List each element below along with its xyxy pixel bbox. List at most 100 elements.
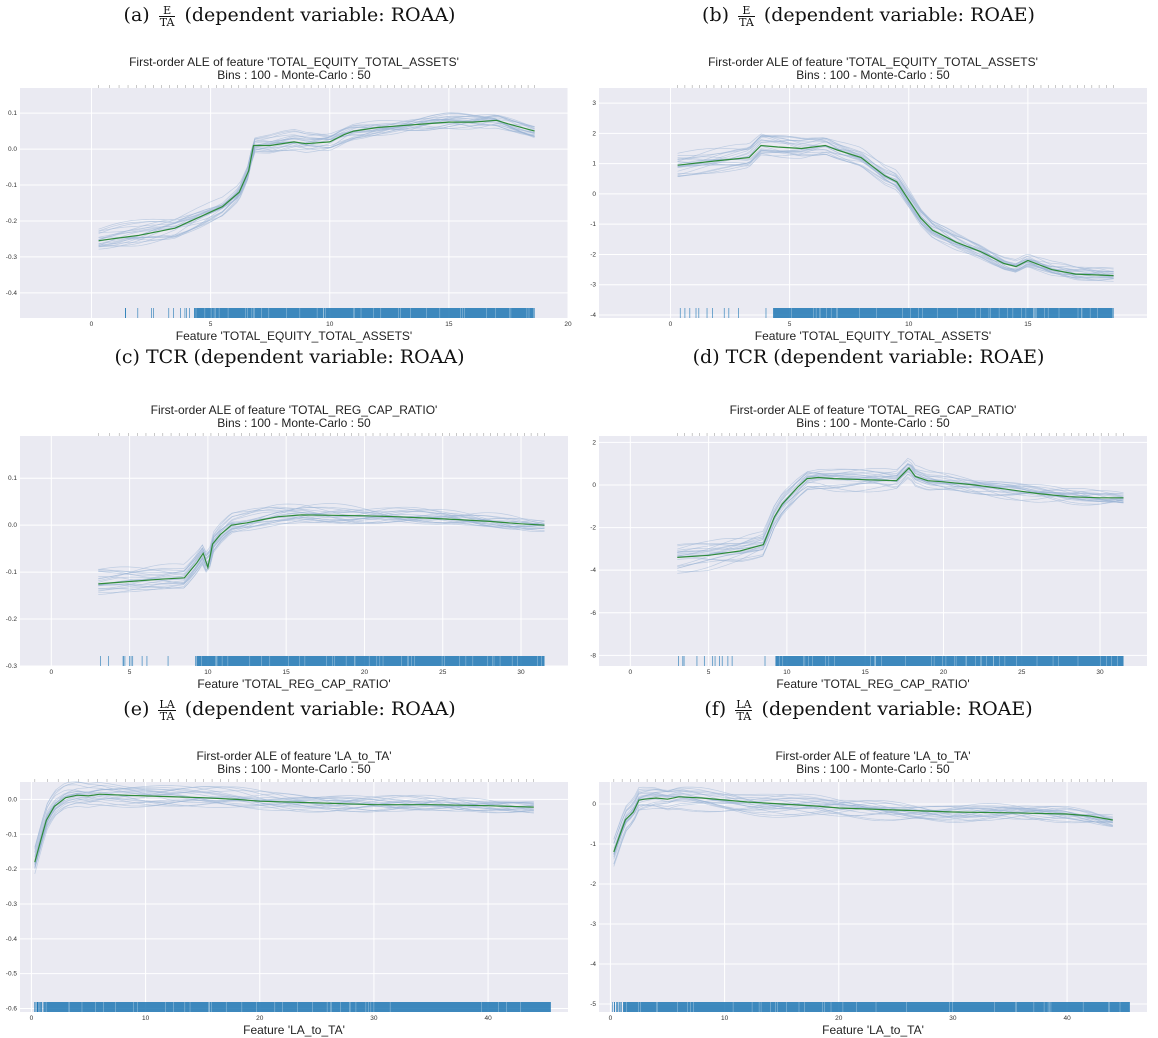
chart-subtitle: Bins : 100 - Monte-Carlo : 50	[796, 68, 950, 82]
y-tick-label: -0.3	[6, 254, 18, 261]
caption-text: (dependent variable: ROAE)	[761, 698, 1033, 720]
monte-carlo-line	[98, 506, 545, 577]
y-tick-label: -0.1	[6, 831, 18, 838]
monte-carlo-line	[677, 145, 1114, 278]
bin-edge-ticks	[98, 85, 535, 88]
x-tick-label: 40	[1063, 1015, 1071, 1022]
y-tick-label: -0.1	[6, 182, 18, 189]
y-tick-label: -8	[590, 652, 596, 659]
monte-carlo-line	[98, 119, 535, 245]
bin-edge-ticks	[34, 779, 534, 782]
x-tick-label: 20	[835, 1015, 843, 1022]
monte-carlo-line	[34, 785, 534, 865]
y-tick-label: -0.3	[6, 663, 18, 670]
ale-mean-line	[34, 793, 534, 863]
monte-carlo-line	[677, 463, 1124, 553]
caption-prefix: (d)	[692, 346, 720, 368]
x-axis-label: Feature 'TOTAL_EQUITY_TOTAL_ASSETS'	[755, 329, 991, 343]
ale-mean-line	[613, 796, 1113, 853]
monte-carlo-line	[613, 798, 1113, 849]
x-axis-label: Feature 'LA_to_TA'	[822, 1023, 924, 1037]
caption-text: TCR (dependent variable: ROAA)	[145, 346, 465, 368]
monte-carlo-lines	[677, 133, 1114, 282]
plot-area	[20, 436, 568, 666]
caption-text: (dependent variable: ROAA)	[184, 4, 456, 26]
monte-carlo-line	[613, 794, 1113, 852]
x-tick-label: 20	[256, 1015, 264, 1022]
chart-panel-d: First-order ALE of feature 'TOTAL_REG_CA…	[579, 400, 1158, 692]
chart-subtitle: Bins : 100 - Monte-Carlo : 50	[796, 416, 950, 430]
x-tick-label: 10	[326, 321, 334, 328]
y-tick-label: -0.4	[6, 936, 18, 943]
chart-panel-e: First-order ALE of feature 'LA_to_TA' Bin…	[0, 746, 579, 1038]
y-tick-label: -2	[590, 881, 596, 888]
x-tick-label: 0	[609, 1015, 613, 1022]
monte-carlo-line	[613, 804, 1113, 856]
chart-title: First-order ALE of feature 'LA_to_TA'	[196, 749, 391, 763]
bin-edge-ticks	[98, 433, 545, 436]
x-tick-label: 0	[90, 321, 94, 328]
x-tick-label: 5	[788, 321, 792, 328]
caption-prefix: (c)	[114, 346, 140, 368]
y-tick-label: -1	[590, 841, 596, 848]
x-axis-label: Feature 'TOTAL_REG_CAP_RATIO'	[776, 677, 969, 691]
caption-text: (dependent variable: ROAE)	[763, 4, 1035, 26]
x-tick-label: 10	[783, 669, 791, 676]
monte-carlo-lines	[34, 781, 534, 874]
y-tick-label: -1	[590, 221, 596, 228]
caption-text: (dependent variable: ROAA)	[184, 698, 456, 720]
monte-carlo-line	[34, 791, 534, 857]
monte-carlo-line	[98, 508, 545, 573]
chart-panel-c: First-order ALE of feature 'TOTAL_REG_CA…	[0, 400, 579, 692]
chart-title: First-order ALE of feature 'TOTAL_REG_CA…	[730, 403, 1017, 417]
y-tick-label: 0.1	[8, 110, 17, 117]
x-tick-label: 25	[1018, 669, 1026, 676]
y-tick-label: 0	[592, 482, 596, 489]
y-tick-label: -0.5	[6, 971, 18, 978]
x-tick-label: 40	[484, 1015, 492, 1022]
monte-carlo-line	[613, 788, 1113, 851]
monte-carlo-line	[613, 787, 1113, 855]
monte-carlo-line	[677, 475, 1124, 562]
chart-title: First-order ALE of feature 'LA_to_TA'	[775, 749, 970, 763]
rug-plot	[678, 656, 1124, 666]
chart-title: First-order ALE of feature 'TOTAL_REG_CA…	[151, 403, 438, 417]
monte-carlo-line	[677, 139, 1114, 273]
y-tick-label: 0.1	[8, 475, 17, 482]
monte-carlo-line	[98, 506, 545, 579]
ale-mean-line	[98, 119, 535, 242]
y-tick-label: -4	[590, 312, 596, 319]
x-tick-label: 5	[707, 669, 711, 676]
monte-carlo-line	[98, 112, 535, 230]
x-tick-label: 15	[445, 321, 453, 328]
monte-carlo-line	[34, 793, 534, 868]
x-axis-label: Feature 'TOTAL_EQUITY_TOTAL_ASSETS'	[176, 329, 412, 343]
monte-carlo-line	[677, 463, 1124, 553]
y-tick-label: -0.6	[6, 1006, 18, 1013]
x-tick-label: 5	[209, 321, 213, 328]
caption-e: (e) LA TA (dependent variable: ROAA)	[0, 698, 579, 722]
x-tick-label: 30	[949, 1015, 957, 1022]
y-tick-label: -0.2	[6, 218, 18, 225]
monte-carlo-line	[98, 123, 535, 246]
ale-mean-line	[677, 144, 1114, 277]
y-tick-label: -2	[590, 525, 596, 532]
monte-carlo-line	[677, 133, 1114, 279]
monte-carlo-line	[613, 789, 1113, 844]
caption-c: (c) TCR (dependent variable: ROAA)	[0, 346, 579, 368]
monte-carlo-lines	[677, 457, 1124, 574]
x-tick-label: 0	[30, 1015, 34, 1022]
monte-carlo-line	[98, 113, 535, 234]
x-tick-label: 0	[50, 669, 54, 676]
monte-carlo-line	[98, 509, 545, 586]
chart-subtitle: Bins : 100 - Monte-Carlo : 50	[217, 416, 371, 430]
chart-subtitle: Bins : 100 - Monte-Carlo : 50	[796, 762, 950, 776]
x-tick-label: 10	[142, 1015, 150, 1022]
monte-carlo-line	[677, 473, 1124, 572]
y-tick-label: 0	[592, 191, 596, 198]
x-tick-label: 15	[283, 669, 291, 676]
caption-d: (d) TCR (dependent variable: ROAE)	[579, 346, 1158, 368]
caption-a: (a) E TA (dependent variable: ROAA)	[0, 4, 579, 28]
y-tick-label: 0.0	[8, 522, 17, 529]
monte-carlo-line	[98, 516, 545, 586]
